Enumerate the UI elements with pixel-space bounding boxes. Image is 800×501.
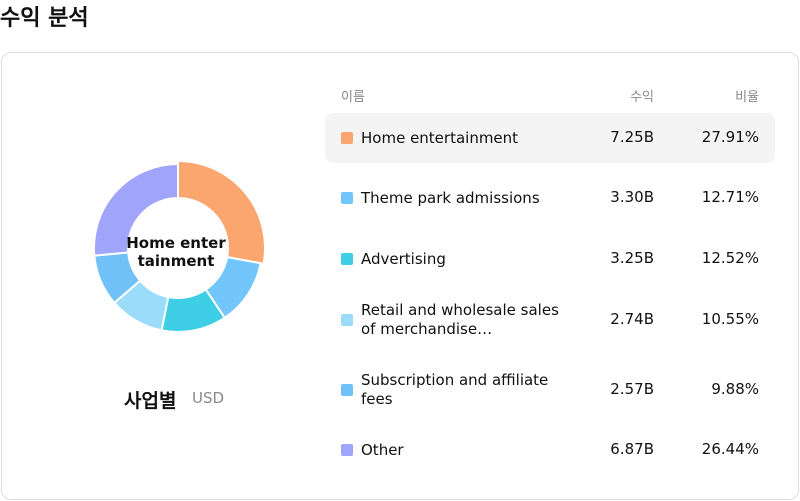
legend-swatch bbox=[341, 132, 353, 144]
donut-slice[interactable] bbox=[93, 162, 179, 257]
caption: 사업별 bbox=[124, 390, 177, 412]
donut-chart bbox=[93, 159, 266, 333]
row-name: Subscription and affiliate fees bbox=[361, 371, 549, 408]
page-title: 수익 분석 bbox=[0, 6, 89, 31]
row-ratio: 27.91% bbox=[701, 128, 759, 146]
legend-swatch bbox=[341, 314, 353, 326]
donut-slice[interactable] bbox=[177, 159, 266, 265]
currency: USD bbox=[192, 389, 225, 407]
row-name: Retail and wholesale sales of merchandis… bbox=[361, 301, 559, 338]
table-row[interactable]: Subscription and affiliate fees 2.57B 9.88… bbox=[325, 365, 775, 415]
table-row[interactable]: Advertising 3.25B 12.52% bbox=[325, 234, 775, 284]
donut-center-label: Home entertainment bbox=[126, 234, 226, 270]
legend-swatch bbox=[341, 253, 353, 265]
row-name: Theme park admissions bbox=[361, 188, 540, 207]
table-row[interactable]: Theme park admissions 3.30B 12.71% bbox=[325, 173, 775, 223]
row-ratio: 9.88% bbox=[711, 380, 759, 398]
table-row[interactable]: Home entertainment 7.25B 27.91% bbox=[325, 113, 775, 163]
row-revenue: 7.25B bbox=[610, 128, 654, 146]
row-name: Other bbox=[361, 440, 404, 459]
row-name: Home entertainment bbox=[361, 128, 519, 147]
row-revenue: 6.87B bbox=[610, 440, 654, 458]
row-revenue: 2.74B bbox=[610, 310, 654, 328]
row-revenue: 3.30B bbox=[610, 188, 654, 206]
header-revenue: 수익 bbox=[630, 90, 654, 105]
card bbox=[1, 52, 799, 500]
row-ratio: 12.52% bbox=[701, 249, 759, 267]
row-name: Advertising bbox=[361, 249, 446, 268]
row-revenue: 2.57B bbox=[610, 380, 654, 398]
row-ratio: 10.55% bbox=[701, 310, 759, 328]
header-ratio: 비율 bbox=[735, 90, 759, 105]
legend-swatch bbox=[341, 192, 353, 204]
row-revenue: 3.25B bbox=[610, 249, 654, 267]
header-name: 이름 bbox=[341, 90, 365, 105]
row-ratio: 26.44% bbox=[701, 440, 759, 458]
table-row[interactable]: Retail and wholesale sales of merchandis… bbox=[325, 295, 775, 345]
table-row[interactable]: Other 6.87B 26.44% bbox=[325, 425, 775, 475]
legend-swatch bbox=[341, 384, 353, 396]
legend-swatch bbox=[341, 444, 353, 456]
row-ratio: 12.71% bbox=[701, 188, 759, 206]
